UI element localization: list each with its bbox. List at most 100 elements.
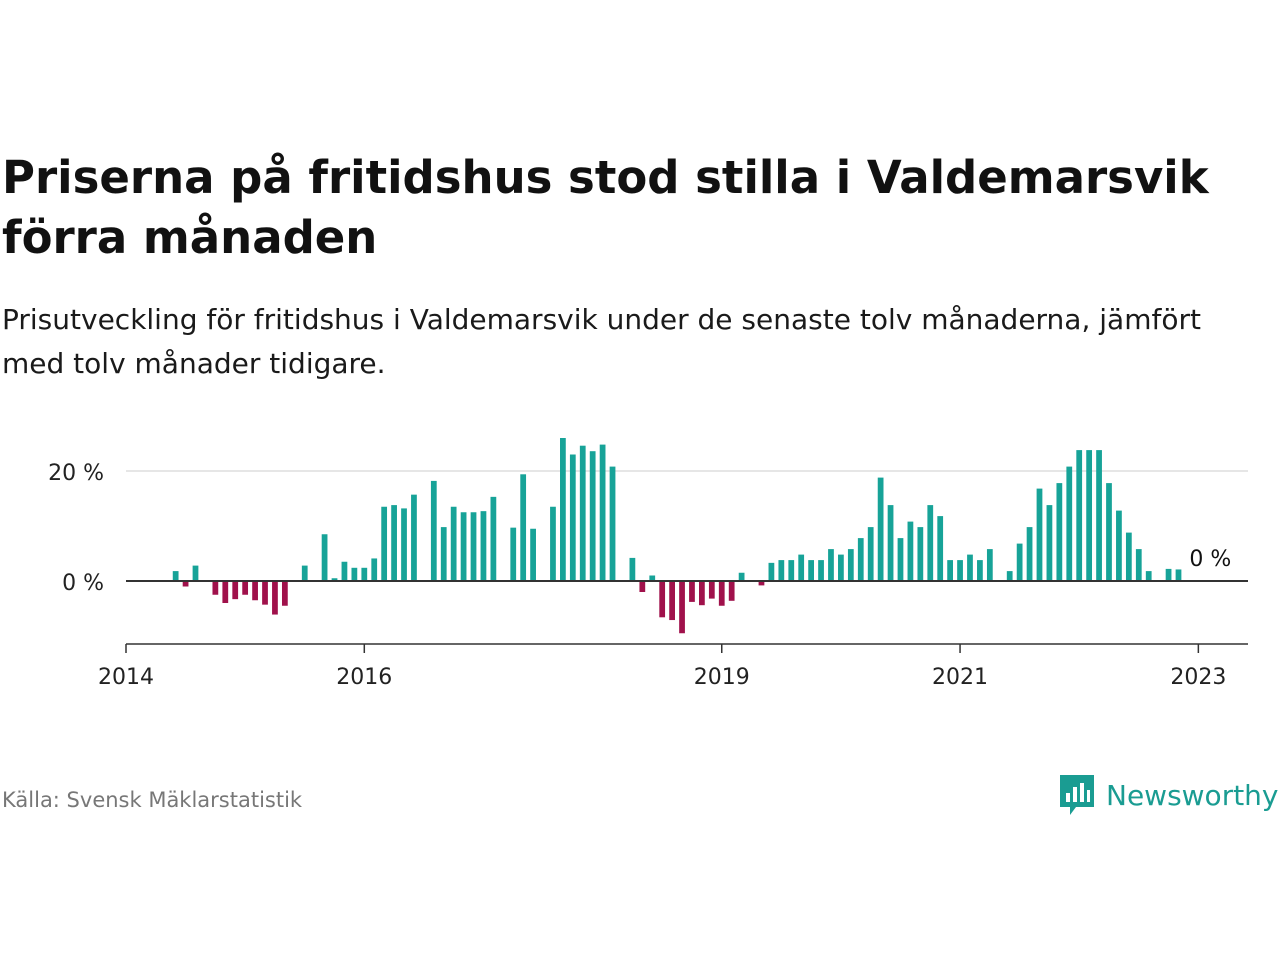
bar	[887, 505, 894, 581]
bar	[897, 538, 904, 581]
bar	[401, 508, 407, 581]
bar	[788, 560, 795, 581]
bar	[977, 560, 983, 581]
bar	[391, 505, 397, 581]
y-tick-label: 0 %	[62, 571, 104, 596]
bar	[967, 554, 973, 581]
bar	[440, 527, 447, 581]
bar	[1016, 543, 1023, 581]
bar	[689, 581, 695, 602]
bar	[212, 581, 219, 595]
bar	[222, 581, 229, 603]
bar	[778, 560, 785, 581]
bar	[758, 581, 765, 586]
bar	[986, 549, 993, 581]
x-tick-label: 2016	[336, 665, 392, 690]
bar	[530, 528, 536, 581]
bar	[262, 581, 268, 605]
bar	[708, 581, 715, 599]
bar	[679, 581, 685, 634]
bar	[1026, 527, 1033, 581]
bar	[242, 581, 249, 595]
bar	[321, 534, 328, 581]
bar	[1046, 505, 1053, 581]
bar	[281, 581, 288, 606]
bar	[480, 511, 487, 581]
bar	[798, 554, 805, 581]
bar	[460, 512, 467, 581]
brand-logo[interactable]: Newsworthy	[1058, 773, 1279, 817]
bar	[907, 521, 914, 581]
bar	[629, 557, 636, 581]
bar	[699, 581, 705, 606]
bar	[381, 506, 388, 581]
bar	[838, 554, 844, 581]
bar	[361, 567, 368, 581]
bar	[232, 581, 239, 600]
bar	[877, 477, 884, 581]
bar	[917, 527, 924, 581]
bar	[1096, 450, 1102, 581]
bar-chart-speech-bubble-icon	[1060, 775, 1094, 815]
bar	[550, 506, 556, 581]
x-tick-label: 2023	[1170, 665, 1226, 690]
bar	[639, 581, 646, 592]
source-note: Källa: Svensk Mäklarstatistik	[2, 788, 303, 812]
bar	[470, 512, 477, 581]
bar	[818, 560, 824, 581]
bar	[847, 549, 854, 581]
bar	[371, 558, 378, 581]
bar	[927, 505, 934, 581]
bar	[1135, 549, 1142, 581]
bar-layer	[172, 438, 1182, 634]
bar	[301, 565, 308, 581]
bar	[490, 496, 497, 581]
bar	[1056, 483, 1063, 581]
bar	[589, 451, 596, 581]
chart-title: Priserna på fritidshus stod stilla i Val…	[2, 151, 1209, 264]
bar	[768, 562, 775, 581]
bar	[1036, 488, 1043, 581]
bar	[1175, 569, 1182, 581]
bar	[341, 561, 348, 581]
bar	[738, 572, 745, 581]
chart-subtitle: Prisutveckling för fritidshus i Valdemar…	[2, 303, 1201, 380]
bar	[1086, 450, 1093, 581]
bar	[411, 494, 417, 581]
bar	[172, 571, 179, 581]
bar	[450, 506, 457, 581]
bar	[947, 560, 953, 581]
bar	[1165, 568, 1172, 581]
bar	[272, 581, 278, 615]
bar	[331, 578, 338, 581]
bar	[1125, 532, 1132, 581]
bar	[599, 444, 606, 581]
bar	[1116, 510, 1122, 581]
bar	[728, 581, 735, 601]
bar	[579, 445, 586, 581]
last-value-annotation: 0 %	[1189, 547, 1231, 572]
bar	[569, 454, 576, 581]
bar	[1066, 466, 1073, 581]
bar	[857, 538, 864, 581]
bar	[430, 480, 437, 581]
bar	[669, 581, 675, 621]
axis-layer: 0 % 20 % 2014 2016 2019 2021 2023 0 %	[48, 461, 1248, 690]
bar	[182, 581, 189, 587]
bar	[252, 581, 258, 601]
x-tick-label: 2021	[932, 665, 988, 690]
bar	[1006, 571, 1013, 581]
bar	[609, 466, 616, 581]
bar	[192, 565, 199, 581]
x-tick-label: 2014	[98, 665, 154, 690]
bar	[718, 581, 725, 606]
bar	[867, 527, 874, 581]
brand-name: Newsworthy	[1106, 778, 1279, 812]
bar	[520, 474, 527, 581]
bar	[510, 527, 517, 581]
bar	[560, 438, 566, 581]
bar	[351, 567, 358, 581]
bar	[1076, 450, 1083, 581]
bar	[808, 560, 814, 581]
bar	[1145, 571, 1152, 581]
